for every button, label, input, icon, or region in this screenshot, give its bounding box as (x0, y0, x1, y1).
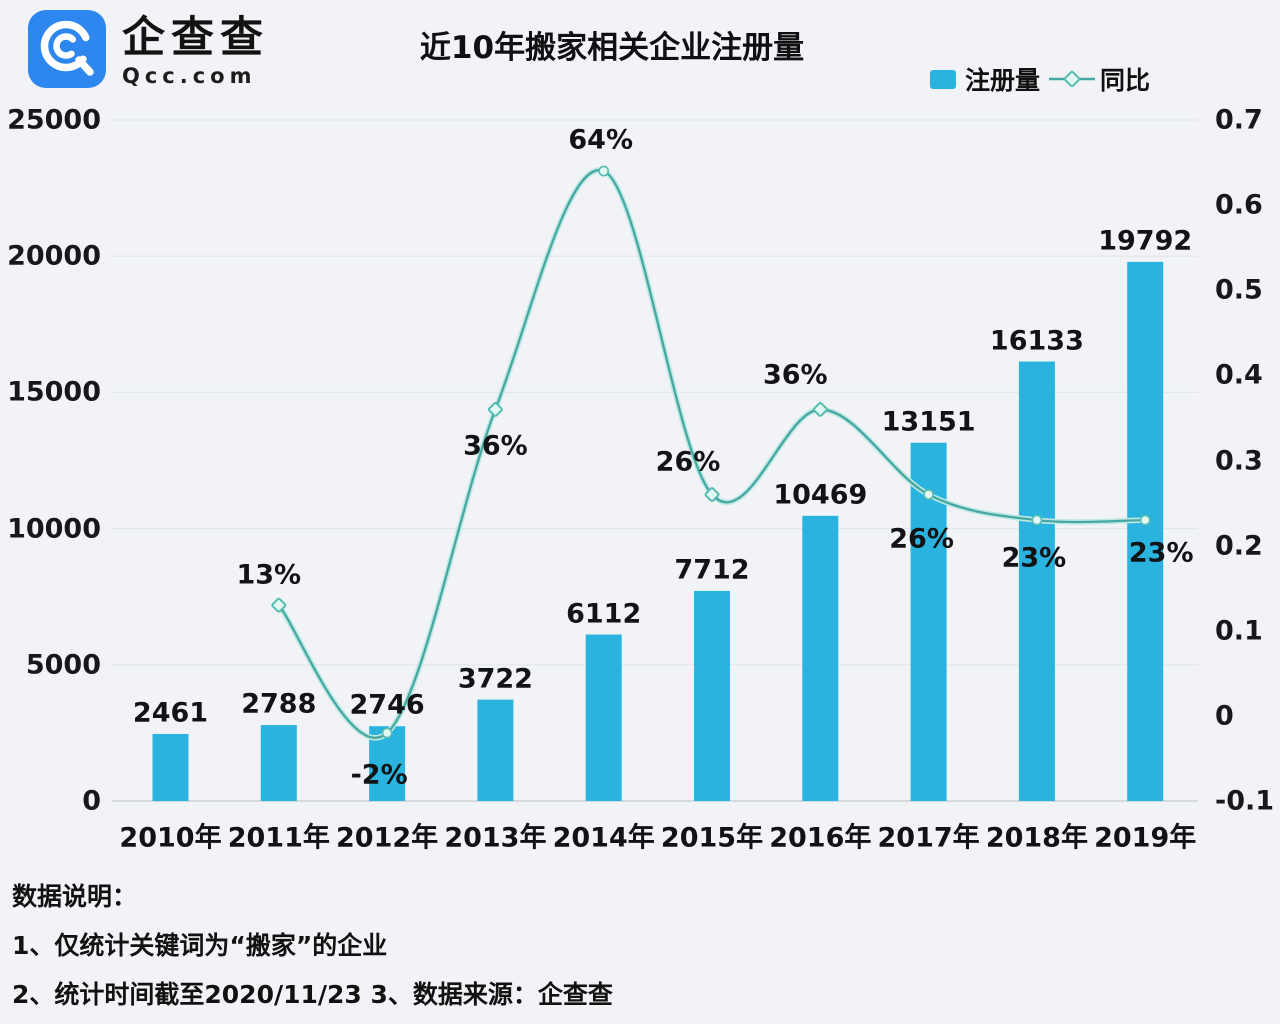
bar-2018年 (1018, 361, 1055, 801)
bar-value-label: 2461 (132, 697, 209, 729)
growth-value-label: 23% (1001, 542, 1067, 574)
legend-line-swatch-icon (1048, 70, 1096, 88)
left-axis-tick: 0 (82, 785, 101, 817)
line-marker (487, 401, 503, 417)
legend-bar-swatch-icon (930, 69, 956, 89)
growth-value-label: 23% (1128, 537, 1194, 569)
right-axis-tick: 0.1 (1215, 615, 1263, 647)
left-axis-tick: 10000 (7, 513, 101, 545)
x-axis-tick: 2011年 (227, 822, 330, 854)
line-marker (1139, 514, 1151, 526)
brand-site: Qcc.com (122, 64, 257, 89)
bar-value-label: 16133 (989, 325, 1084, 357)
x-axis-tick: 2018年 (985, 822, 1088, 854)
line-marker (923, 489, 934, 500)
bar-value-label: 2788 (241, 688, 317, 720)
bar-2019年 (1127, 261, 1164, 801)
chart-title: 近10年搬家相关企业注册量 (419, 30, 805, 66)
x-axis-tick: 2010年 (119, 822, 222, 854)
line-marker (598, 165, 610, 177)
bar-value-label: 6112 (566, 598, 642, 629)
bar-2015年 (694, 590, 730, 801)
right-axis-tick: 0 (1215, 700, 1234, 732)
brand-name: 企查查 (122, 13, 269, 63)
left-axis-tick: 20000 (7, 240, 101, 272)
bar-2011年 (260, 725, 297, 801)
bar-value-label: 19792 (1098, 225, 1193, 257)
brand-text: 企查查 Qcc.com (122, 10, 269, 88)
bar-2010年 (152, 733, 189, 801)
x-axis-tick: 2019年 (1094, 822, 1197, 854)
right-axis-tick: 0.5 (1215, 274, 1263, 306)
bar-value-label: 13151 (881, 406, 976, 438)
line-marker (812, 401, 828, 417)
bar-value-label: 3722 (457, 663, 533, 695)
growth-value-label: 13% (236, 559, 302, 591)
x-axis-tick: 2016年 (769, 822, 872, 854)
right-axis-tick: 0.3 (1215, 445, 1263, 476)
x-axis-tick: 2013年 (444, 822, 547, 854)
line-marker (1031, 514, 1043, 526)
left-axis-tick: 5000 (25, 649, 101, 681)
bar-value-label: 7712 (674, 554, 750, 586)
bar-2013年 (477, 699, 514, 801)
growth-value-label: 36% (463, 430, 528, 462)
line-marker (271, 597, 287, 613)
growth-line (277, 169, 1147, 739)
x-axis-tick: 2014年 (552, 822, 655, 854)
growth-value-label: 64% (568, 124, 634, 156)
legend-line-label: 同比 (1100, 66, 1151, 95)
bar-2014年 (585, 634, 622, 801)
notes-line-2: 2、统计时间截至2020/11/23 3、数据来源：企查查 (12, 980, 613, 1009)
right-axis-tick: -0.1 (1215, 785, 1275, 817)
chart-legend: 注册量 同比 (930, 61, 1150, 97)
left-axis-tick: 15000 (7, 376, 101, 408)
right-axis-tick: 0.6 (1215, 189, 1263, 221)
legend-bar-label: 注册量 (965, 66, 1041, 95)
right-axis-tick: 0.7 (1215, 104, 1263, 136)
x-axis-tick: 2015年 (660, 822, 764, 854)
notes-line-1: 1、仅统计关键词为“搬家”的企业 (12, 931, 388, 960)
line-marker (704, 487, 720, 502)
bar-value-label: 2746 (349, 689, 425, 721)
growth-value-label: -2% (350, 759, 408, 791)
bar-value-label: 10469 (773, 479, 868, 511)
qcc-logo-icon (28, 10, 106, 88)
line-marker (381, 727, 393, 739)
growth-value-label: 26% (889, 523, 954, 555)
bar-2016年 (802, 515, 839, 801)
notes-heading: 数据说明： (12, 882, 138, 911)
right-axis-tick: 0.2 (1215, 530, 1263, 562)
brand-lockup: 企查查 Qcc.com (28, 10, 269, 88)
data-notes: 数据说明： 1、仅统计关键词为“搬家”的企业 2、统计时间截至2020/11/2… (12, 872, 613, 1019)
left-axis-tick: 25000 (7, 104, 101, 136)
growth-value-label: 36% (762, 359, 828, 391)
right-axis-tick: 0.4 (1215, 359, 1263, 391)
x-axis-tick: 2012年 (336, 822, 439, 854)
growth-value-label: 26% (655, 446, 721, 478)
x-axis-tick: 2017年 (877, 822, 980, 854)
